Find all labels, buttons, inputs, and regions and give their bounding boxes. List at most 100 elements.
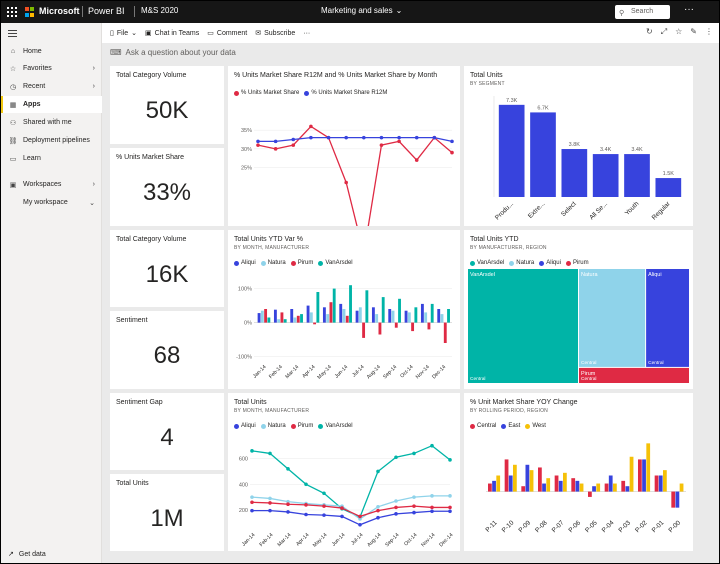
bar [529, 470, 534, 492]
kpi-tile[interactable]: % Units Market Share 33% [110, 148, 224, 226]
legend-item[interactable]: Pirum [290, 423, 313, 429]
data-point [430, 494, 434, 498]
chart-legend: % Units Market Share % Units Market Share… [234, 90, 387, 96]
y-tick-label: 35% [241, 128, 252, 134]
legend-item[interactable]: % Units Market Share R12M [304, 90, 387, 96]
refresh-icon[interactable]: ↻ [646, 27, 653, 36]
bar [592, 154, 619, 197]
power-bi-home-link[interactable]: Power BI [88, 6, 125, 16]
sidebar-item-recent[interactable]: ◷ Recent › [1, 78, 102, 95]
x-tick-label: Youth [624, 200, 641, 217]
kpi-title: Sentiment [116, 317, 148, 324]
tile-yoy-change[interactable]: % Unit Market Share YOY Change BY ROLLIN… [464, 393, 693, 551]
legend-item[interactable]: Aliqui [234, 260, 256, 266]
tile-total-units-manufacturer[interactable]: Total Units BY MONTH, MANUFACTURER Aliqu… [228, 393, 460, 551]
sidebar-item-my-workspace[interactable]: My workspace ⌄ [1, 194, 102, 211]
legend-label: % Units Market Share R12M [311, 90, 388, 96]
comment-button[interactable]: ▭ Comment [207, 29, 247, 38]
bar [290, 309, 294, 323]
bar [554, 475, 559, 492]
treemap-region-label: Central [470, 376, 485, 382]
bar [264, 309, 268, 323]
subscribe-button[interactable]: ✉ Subscribe [255, 29, 295, 38]
data-point [340, 514, 344, 519]
favorite-icon[interactable]: ☆ [675, 27, 683, 36]
legend-label: Pirum [297, 260, 314, 266]
qa-input[interactable]: ⌨ Ask a question about your data [102, 44, 719, 60]
sidebar-item-learn[interactable]: ▭ Learn [1, 150, 102, 167]
file-menu-button[interactable]: ▯ File ⌄ [110, 29, 137, 38]
sidebar-item-shared-with-me[interactable]: ⚇ Shared with me [1, 114, 102, 131]
data-point [414, 158, 419, 162]
data-point [432, 135, 437, 140]
bar [381, 297, 385, 323]
chat-in-teams-button[interactable]: ▣ Chat in Teams [145, 29, 199, 38]
edit-icon[interactable]: ✎ [690, 27, 697, 36]
legend-item[interactable]: % Units Market Share [234, 90, 299, 96]
legend-item[interactable]: Aliqui [234, 423, 256, 429]
chevron-right-icon[interactable]: › [92, 65, 95, 72]
legend-item[interactable]: Pirum [565, 260, 589, 266]
sidebar: ⌂ Home ☆ Favorites › ◷ Recent › ▦ Apps ⚇ Shared wit… [1, 23, 102, 563]
sidebar-item-favorites[interactable]: ☆ Favorites › [1, 60, 102, 77]
legend-item[interactable]: Natura [509, 260, 534, 266]
sidebar-item-home[interactable]: ⌂ Home [1, 43, 102, 60]
kpi-tile[interactable]: Total Units 1M [110, 474, 224, 551]
data-point [397, 139, 401, 144]
sidebar-item-workspaces[interactable]: ▣ Workspaces › [1, 176, 102, 193]
chart-subtitle: BY MANUFACTURER, REGION [470, 245, 547, 251]
bar [542, 483, 546, 492]
legend-item[interactable]: Natura [260, 260, 286, 266]
fullscreen-icon[interactable]: ⤢ [660, 27, 668, 36]
x-tick-label: Dec-14 [438, 532, 454, 548]
more-options-icon[interactable]: ··· [684, 4, 694, 15]
chevron-right-icon[interactable]: › [92, 83, 95, 90]
legend-item[interactable]: Aliqui [539, 260, 561, 266]
legend-item[interactable]: VanArsdel [470, 260, 504, 266]
legend-item[interactable]: Pirum [290, 260, 314, 266]
tile-ytd-treemap[interactable]: Total Units YTD BY MANUFACTURER, REGION … [464, 230, 693, 389]
kpi-tile[interactable]: Sentiment 68 [110, 311, 224, 389]
data-point [448, 458, 452, 462]
sidebar-item-apps[interactable]: ▦ Apps [1, 96, 102, 113]
kpi-tile[interactable]: Sentiment Gap 4 [110, 393, 224, 470]
kpi-title: Total Category Volume [116, 236, 187, 243]
chevron-right-icon[interactable]: › [92, 181, 95, 188]
tile-ytd-var[interactable]: Total Units YTD Var % BY MONTH, MANUFACT… [228, 230, 460, 389]
bar [358, 307, 362, 323]
legend-item[interactable]: VanArsdel [318, 423, 353, 429]
search-input[interactable]: ⚲ Search [615, 5, 670, 19]
legend-item[interactable]: Central [470, 423, 496, 429]
kpi-tile[interactable]: Total Category Volume 50K [110, 66, 224, 144]
hamburger-menu-icon[interactable] [8, 30, 17, 39]
legend-item[interactable]: West [525, 423, 546, 429]
more-icon[interactable]: ⋮ [705, 27, 713, 36]
home-icon: ⌂ [10, 48, 16, 55]
more-actions-button[interactable]: ··· [303, 29, 311, 37]
treemap-node [579, 367, 689, 383]
legend-dot-icon [318, 423, 324, 429]
data-point [256, 143, 260, 147]
data-point [286, 510, 290, 514]
bar [424, 312, 428, 323]
app-launcher-icon[interactable] [7, 7, 17, 17]
legend-item[interactable]: Natura [260, 423, 286, 429]
legend-dot-icon [470, 260, 475, 266]
get-data-link[interactable]: ↗ Get data [8, 550, 46, 559]
legend-item[interactable]: VanArsdel [318, 260, 353, 266]
x-tick-label: Feb-14 [268, 364, 284, 380]
tile-market-share-chart[interactable]: % Units Market Share R12M and % Units Ma… [228, 66, 460, 226]
sidebar-item-label: Home [23, 48, 42, 55]
data-point [394, 505, 398, 510]
chevron-down-icon[interactable]: ⌄ [89, 199, 95, 207]
series-line [251, 495, 450, 520]
legend-item[interactable]: East [501, 423, 520, 429]
tile-total-units-segment[interactable]: Total Units BY SEGMENT 7.3K Produ... 6.7K E… [464, 66, 693, 226]
sidebar-item-deployment-pipelines[interactable]: ⛓ Deployment pipelines [1, 132, 102, 149]
workspace-breadcrumb[interactable]: M&S 2020 [141, 6, 179, 15]
kpi-title: Total Units [116, 480, 149, 487]
x-tick-label: Mar-14 [277, 532, 293, 548]
report-title-dropdown[interactable]: Marketing and sales ⌄ [321, 6, 402, 15]
kpi-tile[interactable]: Total Category Volume 16K [110, 230, 224, 307]
series-line [257, 125, 453, 226]
